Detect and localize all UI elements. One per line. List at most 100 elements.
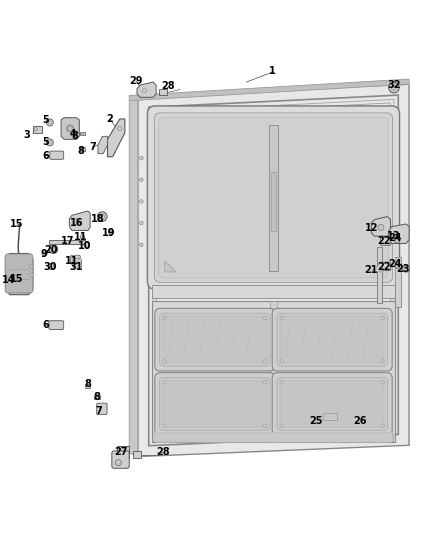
Bar [377,247,382,303]
Polygon shape [107,119,125,157]
Text: 22: 22 [378,236,391,246]
Text: 25: 25 [309,416,322,426]
Text: 1: 1 [269,66,276,76]
Circle shape [117,126,122,131]
Text: 7: 7 [89,142,95,152]
Bar [33,126,42,133]
Circle shape [73,219,79,225]
FancyBboxPatch shape [155,373,275,435]
Circle shape [395,238,400,243]
Circle shape [264,381,267,384]
FancyBboxPatch shape [159,377,270,431]
FancyBboxPatch shape [148,106,399,289]
Text: 29: 29 [129,76,142,86]
FancyBboxPatch shape [277,313,387,366]
Circle shape [391,85,396,90]
Circle shape [46,139,53,146]
Circle shape [51,247,56,252]
Text: 28: 28 [156,447,170,457]
Polygon shape [6,254,33,295]
Text: 13: 13 [387,231,401,241]
Text: 24: 24 [388,233,402,243]
FancyBboxPatch shape [50,151,64,159]
Circle shape [162,360,166,363]
Text: 8: 8 [71,131,78,141]
Polygon shape [129,96,138,457]
Text: 15: 15 [10,273,23,284]
Circle shape [81,148,84,151]
Circle shape [381,424,385,427]
Bar [74,260,81,268]
Circle shape [30,273,33,277]
Bar [159,90,167,95]
Polygon shape [69,211,90,230]
Text: 28: 28 [162,82,175,92]
Bar [80,132,85,135]
FancyBboxPatch shape [154,432,392,442]
Bar [323,413,337,419]
Text: 3: 3 [23,131,30,141]
Text: 4: 4 [70,129,76,139]
Bar [395,257,401,306]
Text: 2: 2 [106,114,113,124]
Circle shape [140,200,143,203]
Circle shape [34,127,38,131]
Bar [85,384,90,388]
FancyBboxPatch shape [154,113,392,282]
Text: 14: 14 [2,274,15,285]
Circle shape [142,88,147,93]
FancyBboxPatch shape [163,317,267,363]
Text: 15: 15 [10,219,23,229]
Circle shape [381,316,385,320]
Polygon shape [61,118,79,139]
Bar [154,433,392,441]
Text: 7: 7 [95,406,102,416]
Circle shape [81,132,84,135]
Text: 12: 12 [364,223,378,233]
Circle shape [381,381,385,384]
Circle shape [84,242,89,247]
Circle shape [48,263,54,270]
FancyBboxPatch shape [159,117,388,278]
Circle shape [48,120,52,124]
Circle shape [162,424,166,427]
FancyBboxPatch shape [163,381,267,427]
Text: 18: 18 [91,214,105,224]
Bar [133,451,141,458]
Bar [49,240,85,244]
Bar [152,302,395,442]
Text: 23: 23 [397,264,410,273]
Circle shape [42,251,47,256]
FancyBboxPatch shape [381,262,391,270]
Polygon shape [371,261,382,272]
Text: 22: 22 [378,262,391,271]
Text: 10: 10 [78,241,92,251]
Circle shape [355,416,361,422]
Circle shape [115,459,121,466]
Circle shape [80,235,85,239]
Polygon shape [98,136,107,154]
Circle shape [140,156,143,160]
Bar [80,147,85,151]
Text: 17: 17 [61,236,74,246]
Circle shape [381,360,385,363]
FancyBboxPatch shape [71,255,80,264]
Text: 9: 9 [40,249,47,260]
FancyBboxPatch shape [49,321,64,329]
Text: 5: 5 [42,115,49,125]
Text: 5: 5 [42,136,49,147]
FancyBboxPatch shape [272,309,392,371]
Text: 8: 8 [93,392,100,402]
FancyBboxPatch shape [155,309,275,371]
Circle shape [162,316,166,320]
FancyBboxPatch shape [159,313,270,366]
Text: 30: 30 [43,262,57,271]
FancyBboxPatch shape [5,254,33,293]
Bar [117,446,129,458]
Text: 8: 8 [85,378,92,389]
Polygon shape [165,261,176,272]
Circle shape [46,119,53,126]
FancyBboxPatch shape [97,403,107,415]
Text: 8: 8 [77,146,84,156]
Circle shape [280,316,283,320]
